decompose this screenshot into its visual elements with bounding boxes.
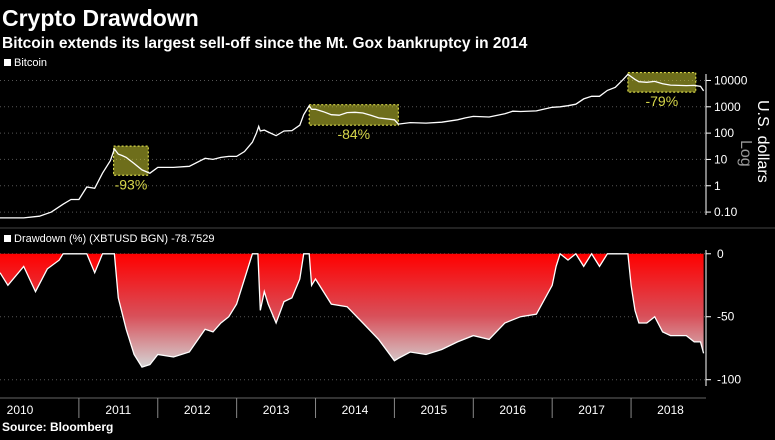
top-y-ticks: 10000 1000 100 10 1 0.10	[706, 73, 748, 219]
highlight-box	[627, 71, 697, 93]
bottom-y-tick-label: -50	[717, 310, 735, 324]
bottom-y-ticks: 0 -50 -100	[706, 247, 741, 387]
x-axis: 2010 2011 2012 2013 2014 2015 2016 2017 2018	[7, 398, 684, 418]
x-tick-label: 2010	[7, 403, 34, 417]
bitcoin-price-line	[0, 73, 705, 219]
chart-title: Crypto Drawdown	[2, 5, 199, 31]
x-tick-label: 2015	[421, 403, 448, 417]
legend-swatch-bitcoin	[4, 59, 11, 66]
bottom-y-tick-label: 0	[717, 247, 724, 261]
y-axis-scale-label: Log	[737, 140, 754, 167]
legend-bitcoin: Bitcoin	[14, 57, 47, 69]
top-y-tick-label: 100	[714, 126, 734, 140]
drawdown-annotation-label: -84%	[337, 126, 370, 142]
x-tick-label: 2012	[184, 403, 211, 417]
drawdown-annotations: -93% -84% -79%	[115, 93, 679, 192]
top-y-tick-label: 10000	[714, 73, 748, 87]
drawdown-annotation-label: -93%	[115, 176, 148, 192]
x-tick-label: 2018	[657, 403, 684, 417]
highlight-box	[308, 104, 399, 126]
drawdown-annotation-label: -79%	[645, 93, 678, 109]
drawdown-area	[0, 253, 704, 368]
x-tick-label: 2017	[578, 403, 605, 417]
top-gridlines	[0, 79, 706, 213]
x-tick-label: 2014	[342, 403, 369, 417]
chart-subtitle: Bitcoin extends its largest sell-off sin…	[2, 35, 528, 52]
x-tick-label: 2011	[105, 403, 131, 417]
top-y-tick-label: 10	[714, 152, 728, 166]
source-note: Source: Bloomberg	[2, 420, 113, 434]
x-tick-label: 2016	[499, 403, 526, 417]
bottom-gridlines	[0, 253, 706, 381]
y-axis-title: U.S. dollars	[754, 100, 771, 183]
top-y-label: U.S. dollars	[754, 100, 771, 183]
top-y-tick-label: 0.10	[714, 205, 738, 219]
top-y-tick-label: 1	[714, 179, 721, 193]
x-tick-label: 2013	[263, 403, 290, 417]
legend-drawdown: Drawdown (%) (XBTUSD BGN) -78.7529	[14, 233, 215, 245]
legend-swatch-drawdown	[4, 235, 11, 242]
drawdown-line	[0, 252, 705, 368]
top-y-tick-label: 1000	[714, 100, 741, 114]
bottom-y-tick-label: -100	[717, 373, 741, 387]
top-y-scale: Log	[737, 140, 754, 167]
